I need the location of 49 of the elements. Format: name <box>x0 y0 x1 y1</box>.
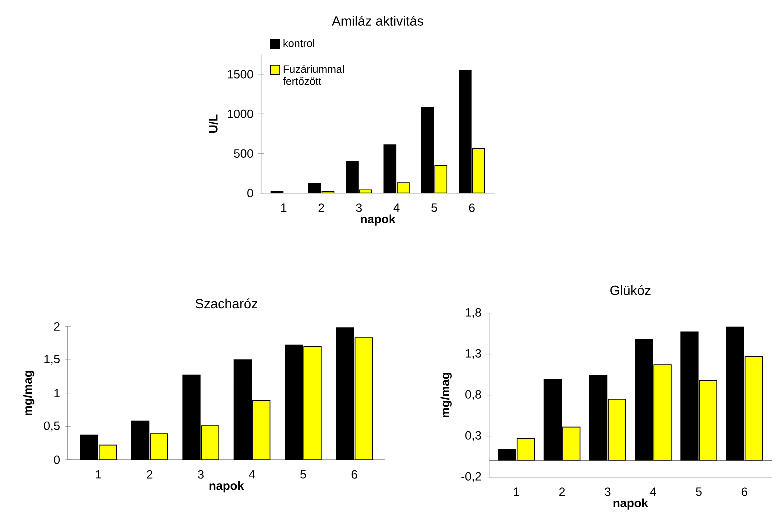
chart-title: Glükóz <box>610 285 651 296</box>
x-tick-label: 1 <box>514 488 520 496</box>
x-tick-label: 5 <box>300 470 306 479</box>
y-tick-label: -0,2 <box>462 472 482 482</box>
x-tick-label: 2 <box>560 488 566 496</box>
y-axis-title: U/L <box>208 114 218 133</box>
x-tick-label: 4 <box>650 488 656 496</box>
y-tick-label: 1 <box>54 389 60 398</box>
chart-title: Amiláz aktivitás <box>332 16 424 26</box>
y-tick-label: 0,3 <box>466 431 482 442</box>
y-tick-label: 0,8 <box>466 390 482 400</box>
y-tick-label: 2 <box>54 322 60 331</box>
bar <box>354 338 374 460</box>
x-tick-label: 3 <box>356 204 362 212</box>
bar <box>98 444 118 460</box>
bar <box>201 426 220 460</box>
y-tick-label: 0 <box>248 189 254 198</box>
y-tick-label: 0,5 <box>44 422 60 432</box>
y-tick-label: 1,8 <box>466 308 482 318</box>
x-axis-title: napok <box>614 498 648 510</box>
x-tick-label: 5 <box>432 204 438 212</box>
x-tick-label: 2 <box>318 204 324 212</box>
x-tick-label: 2 <box>147 470 153 479</box>
y-tick-label: 1500 <box>228 70 254 79</box>
x-tick-label: 3 <box>605 488 611 496</box>
x-tick-label: 6 <box>352 470 358 479</box>
legend-label: Fuzáriummal fertőzött <box>283 65 344 86</box>
x-axis-title: napok <box>210 481 244 493</box>
bar <box>304 346 322 460</box>
x-tick-label: 6 <box>742 488 748 496</box>
x-tick-label: 1 <box>282 204 287 212</box>
chart-title: Szacharóz <box>196 298 258 309</box>
x-tick-label: 4 <box>249 470 256 479</box>
legend-label: kontrol <box>284 39 314 48</box>
x-axis-title: napok <box>361 214 396 226</box>
x-tick-label: 4 <box>394 204 400 212</box>
x-tick-label: 1 <box>96 470 102 479</box>
x-tick-label: 3 <box>198 470 204 479</box>
x-tick-label: 5 <box>696 488 702 496</box>
y-tick-label: 1000 <box>228 110 254 118</box>
y-axis-title: mg/mag <box>440 373 452 418</box>
y-tick-label: 500 <box>234 149 254 158</box>
bar <box>252 400 271 460</box>
y-tick-label: 0 <box>54 456 60 464</box>
y-tick-label: 1,5 <box>44 355 60 365</box>
y-tick-label: 1,3 <box>466 349 482 360</box>
bar <box>150 434 168 460</box>
y-axis-title: mg/mag <box>23 371 35 416</box>
x-tick-label: 6 <box>469 204 475 212</box>
